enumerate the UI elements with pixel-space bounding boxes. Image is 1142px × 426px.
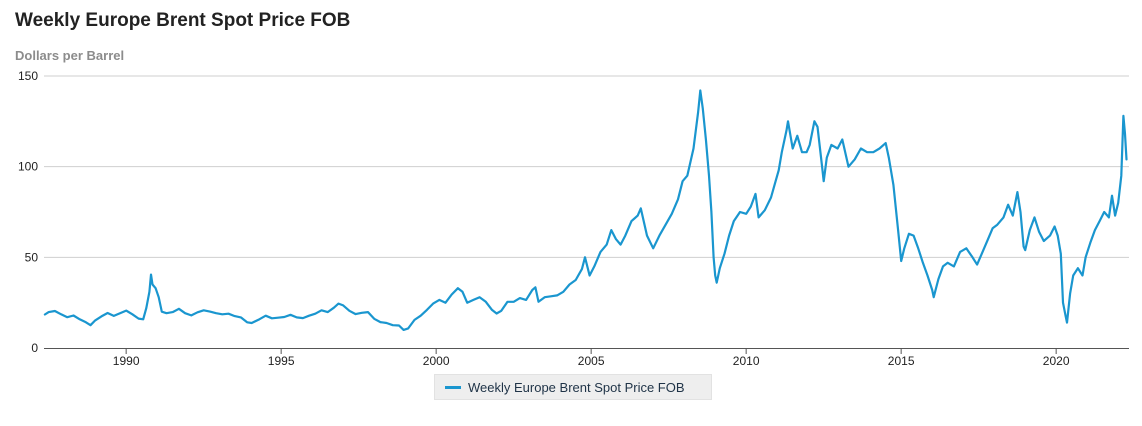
chart-title: Weekly Europe Brent Spot Price FOB	[15, 10, 351, 31]
legend-label[interactable]: Weekly Europe Brent Spot Price FOB	[468, 379, 685, 395]
x-axis: 1990 1995 2000 2005 2010 2015 2020	[44, 348, 1129, 368]
y-tick-label: 100	[18, 160, 38, 174]
x-tick-label: 2005	[578, 354, 605, 368]
y-tick-label: 0	[31, 341, 38, 355]
gridlines	[44, 75, 1129, 258]
x-tick-label: 1990	[113, 354, 140, 368]
x-tick-label: 1995	[268, 354, 295, 368]
y-axis: 0 50 100 150	[18, 69, 38, 355]
x-tick-label: 2020	[1043, 354, 1070, 368]
chart-subtitle: Dollars per Barrel	[15, 48, 125, 63]
legend[interactable]: Weekly Europe Brent Spot Price FOB	[434, 374, 712, 400]
x-tick-label: 2000	[423, 354, 450, 368]
x-tick-label: 2015	[888, 354, 915, 368]
series-layer	[43, 89, 1128, 331]
legend-swatch	[445, 385, 461, 389]
x-tick-label: 2010	[733, 354, 760, 368]
series-line	[43, 89, 1128, 331]
y-tick-label: 150	[18, 69, 38, 83]
y-tick-label: 50	[25, 250, 39, 264]
